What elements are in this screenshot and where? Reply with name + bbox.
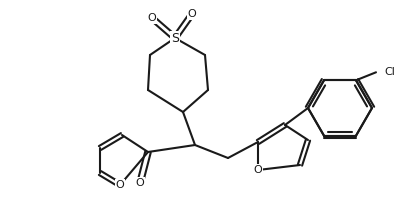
Text: O: O bbox=[116, 180, 125, 190]
Text: S: S bbox=[171, 32, 179, 44]
Text: O: O bbox=[254, 165, 263, 175]
Text: Cl: Cl bbox=[384, 67, 395, 77]
Text: O: O bbox=[188, 9, 196, 19]
Text: O: O bbox=[136, 178, 144, 188]
Text: O: O bbox=[148, 13, 156, 23]
